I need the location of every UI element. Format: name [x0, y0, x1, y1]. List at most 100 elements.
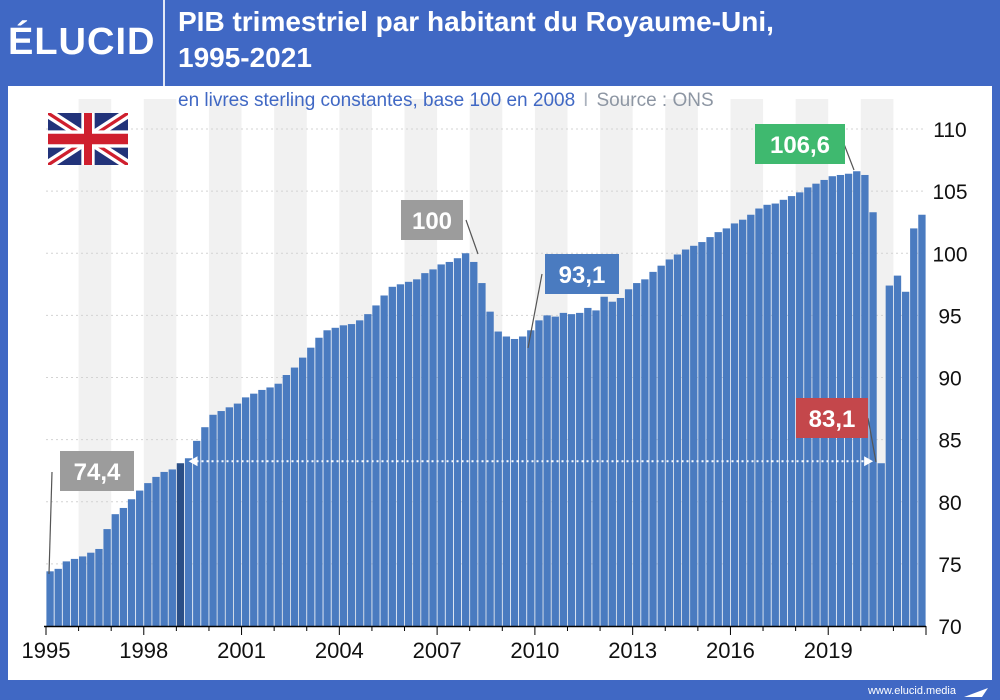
bar: [160, 471, 168, 626]
bar: [307, 347, 315, 626]
y-tick-label: 90: [938, 368, 961, 391]
footer-url: www.elucid.media: [867, 685, 956, 697]
bar: [225, 407, 234, 626]
bar: [274, 383, 282, 626]
chart-subtitle: en livres sterling constantes, base 100 …: [178, 87, 714, 115]
bar: [616, 297, 625, 626]
subtitle-text: en livres sterling constantes, base 100 …: [178, 90, 576, 111]
bar: [437, 264, 445, 626]
bar: [600, 296, 608, 626]
bar: [298, 357, 307, 626]
bar: [527, 330, 535, 626]
bar: [372, 305, 380, 626]
subtitle-separator: I: [583, 90, 589, 111]
annotation-pointer: [48, 471, 53, 575]
bar: [388, 286, 396, 626]
x-tick-label: 1995: [22, 638, 71, 663]
bar: [46, 571, 54, 626]
annotation-label: 83,1: [809, 406, 856, 433]
bar: [877, 463, 885, 626]
bar: [869, 212, 877, 626]
bar: [918, 214, 926, 627]
bar: [315, 337, 323, 626]
bar: [461, 253, 470, 626]
bar: [290, 367, 299, 626]
bar: [404, 281, 413, 626]
bar: [258, 389, 266, 626]
y-tick-label: 105: [932, 181, 967, 204]
bar: [543, 315, 551, 626]
bar: [779, 199, 788, 626]
brand-mark-icon: [964, 688, 988, 697]
bar: [787, 196, 796, 626]
annotation-box: [401, 200, 463, 240]
bar: [624, 289, 633, 626]
bar: [771, 203, 779, 627]
bar: [901, 291, 910, 626]
bar: [559, 312, 568, 626]
bar: [168, 469, 176, 626]
bar: [266, 387, 274, 626]
y-tick-label: 100: [932, 243, 967, 266]
annotation-label: 93,1: [559, 262, 606, 289]
bar: [510, 338, 519, 626]
y-tick-label: 95: [938, 305, 961, 328]
bar: [910, 228, 918, 626]
bar: [592, 310, 600, 626]
annotation-pointer: [843, 143, 855, 171]
bar: [136, 490, 144, 626]
bar: [364, 314, 372, 626]
brand-logo: ÉLUCID: [8, 21, 156, 63]
bar: [755, 208, 763, 626]
bar: [331, 327, 339, 626]
bar: [738, 219, 747, 626]
bar: [730, 223, 739, 626]
bar: [608, 301, 616, 626]
bar: [681, 249, 690, 626]
x-tick-label: 2019: [804, 638, 853, 663]
bar: [665, 259, 674, 626]
bar: [706, 237, 714, 626]
bar: [217, 411, 225, 626]
bar: [413, 279, 421, 626]
x-tick-label: 2010: [510, 638, 559, 663]
bar: [470, 261, 478, 626]
bar: [649, 271, 657, 626]
bar: [241, 397, 250, 626]
annotation-box: [545, 254, 619, 294]
chart-title-line1: PIB trimestriel par habitant du Royaume-…: [178, 6, 774, 37]
bar: [70, 558, 79, 626]
bar: [502, 336, 511, 626]
bar: [453, 258, 462, 626]
bar: [347, 324, 356, 626]
bar: [282, 375, 291, 626]
bar: [641, 279, 649, 626]
x-tick-label: 2016: [706, 638, 755, 663]
bar: [893, 275, 902, 626]
bar: [584, 307, 592, 626]
arrow-head-right: [864, 456, 874, 467]
bar: [184, 458, 193, 626]
bar: [250, 393, 258, 626]
bar: [478, 283, 486, 626]
bar: [698, 242, 706, 626]
x-tick-label: 2004: [315, 638, 364, 663]
bar: [714, 232, 722, 626]
source-text: Source : ONS: [596, 90, 714, 111]
bar: [657, 265, 665, 626]
bar: [421, 273, 429, 626]
y-tick-label: 80: [938, 492, 961, 515]
bar: [885, 285, 894, 626]
bar: [518, 336, 527, 626]
bar: [576, 312, 584, 626]
y-tick-label: 85: [938, 430, 961, 453]
bar: [233, 403, 242, 626]
x-tick-label: 2013: [608, 638, 657, 663]
bar: [87, 552, 95, 626]
bar: [486, 311, 494, 626]
bar: [152, 476, 160, 626]
annotation-pointer: [867, 417, 877, 463]
bar: [535, 320, 543, 626]
annotation-box: [755, 124, 845, 164]
